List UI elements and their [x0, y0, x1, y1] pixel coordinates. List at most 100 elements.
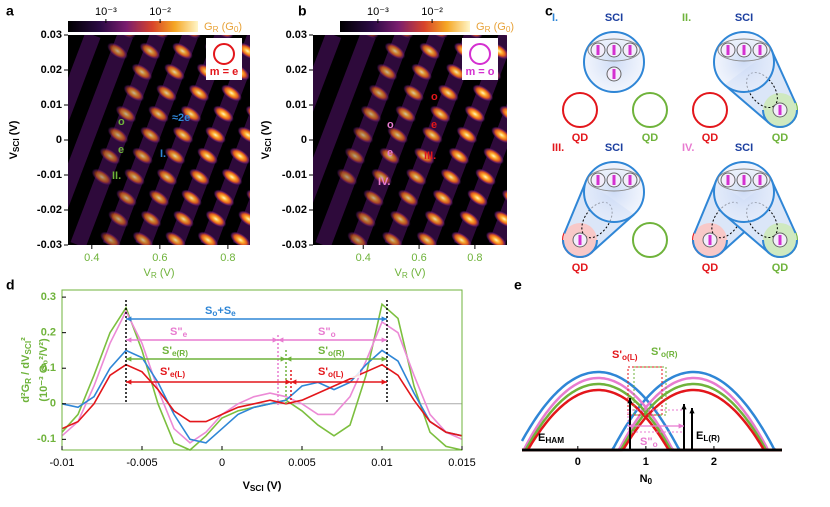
label-text: S' [318, 345, 328, 357]
label-subscript: e(L) [170, 370, 185, 379]
label-text: (V) [8, 120, 20, 138]
label-text: E [696, 430, 703, 442]
annotation: e [387, 147, 393, 159]
hybrid-edge [590, 213, 635, 254]
x-axis-label: N0 [640, 473, 653, 486]
label-text: ) [510, 21, 514, 33]
label-subscript: o(R) [661, 350, 678, 359]
label-subscript: R [151, 271, 157, 280]
heatmap-blob [237, 42, 250, 60]
y-tick-label: -0.03 [282, 239, 307, 251]
annotation: S'e(R) [162, 345, 188, 358]
x-tick-label: 0.4 [84, 252, 99, 264]
y-tick-label: 0.03 [41, 29, 62, 41]
heatmap-blob [464, 105, 486, 123]
y-tick-label: 0 [56, 134, 62, 146]
arrow-head [126, 316, 132, 322]
hybrid-dot-edge [762, 239, 798, 258]
arrow-head [286, 356, 292, 362]
arrow [681, 404, 687, 450]
x-tick-label: 0.005 [288, 457, 316, 469]
heatmap-blob [547, 60, 574, 84]
heatmap-blob [485, 231, 507, 245]
arrow-head [280, 356, 286, 362]
y-tick-label: 0.02 [41, 64, 62, 76]
hybrid-edge [693, 180, 718, 234]
annotation-bg [201, 303, 247, 317]
heatmap-blob [371, 168, 393, 186]
label-text: d²G [20, 384, 32, 403]
panel-index: IV. [682, 142, 694, 154]
label-text: S' [160, 366, 170, 378]
heatmap-blob [381, 231, 403, 245]
arrow-head [126, 337, 132, 343]
heatmap-blob [108, 210, 129, 228]
heatmap-blob [181, 189, 202, 207]
spin-pair-group [587, 38, 641, 62]
arrow [628, 423, 684, 429]
heatmap-blob [512, 60, 539, 84]
y-tick-label: -0.02 [282, 204, 307, 216]
guide-box [627, 409, 685, 433]
heatmap-blob [526, 207, 553, 231]
spin-pair-group [587, 168, 641, 192]
label-text: ) [238, 21, 242, 33]
annotation: S"o [318, 326, 336, 339]
heatmap-blob [437, 84, 459, 102]
colorbar [340, 21, 470, 32]
heatmap-blob [459, 210, 480, 228]
heatmap-blob [164, 63, 185, 81]
dot-label: QD [772, 132, 789, 144]
superconducting-island [583, 161, 645, 223]
annotation: e [118, 144, 124, 156]
heatmap-blob [355, 210, 377, 228]
x-tick-label: 0.01 [371, 457, 392, 469]
x-tick-label: 0.6 [152, 252, 167, 264]
annotation: o [118, 116, 125, 128]
x-axis-label: VR (V) [143, 267, 174, 280]
heatmap-blob [107, 126, 129, 144]
heatmap-blob [123, 84, 145, 102]
heatmap-blob [539, 81, 566, 105]
label-text: S" [170, 326, 183, 338]
heatmap-blob [440, 168, 462, 186]
y-axis-label: VSCI (V) [8, 120, 21, 159]
label-subscript: o(R) [328, 349, 345, 358]
hybrid-dot-edge [692, 239, 728, 258]
label-subscript: o [331, 330, 336, 339]
plot-frame [61, 289, 463, 451]
heatmap-blob [352, 126, 374, 144]
annotation: IV. [378, 176, 390, 188]
annotation: II. [112, 170, 121, 182]
y-tick-label: 0.02 [286, 64, 307, 76]
heatmap-blob [504, 81, 531, 105]
x-tick-label: 0 [575, 456, 581, 468]
heatmap-blob [534, 186, 561, 210]
label-text: G [476, 21, 485, 33]
heatmap-band [313, 35, 376, 203]
arrow-head [126, 356, 132, 362]
heatmap-blob [197, 147, 218, 165]
diagram-panel: I. SCI QD QD [552, 12, 668, 144]
heatmap-blob [472, 84, 494, 102]
inset-circle [469, 43, 491, 65]
y-tick-label: -0.01 [282, 169, 307, 181]
heatmap-blob [230, 231, 250, 245]
arrow [689, 408, 695, 450]
arrow-head [126, 379, 132, 385]
heatmap-blob [451, 231, 472, 245]
arrow [286, 356, 387, 362]
quantum-dot [562, 92, 598, 128]
x-tick-label: -0.005 [126, 457, 157, 469]
dot-label: QD [772, 262, 789, 274]
label-subscript: SCI [250, 484, 264, 493]
label-subscript: 0 [506, 25, 511, 34]
label-subscript: 0 [234, 25, 239, 34]
x-axis-label: VR (V) [394, 267, 425, 280]
heatmap-blob [659, 39, 686, 63]
arrow-head [381, 316, 387, 322]
label-subscript: e(R) [172, 349, 188, 358]
heatmap-blob [221, 84, 242, 102]
x-tick-label: 0 [219, 457, 225, 469]
annotation-bg [158, 343, 204, 357]
